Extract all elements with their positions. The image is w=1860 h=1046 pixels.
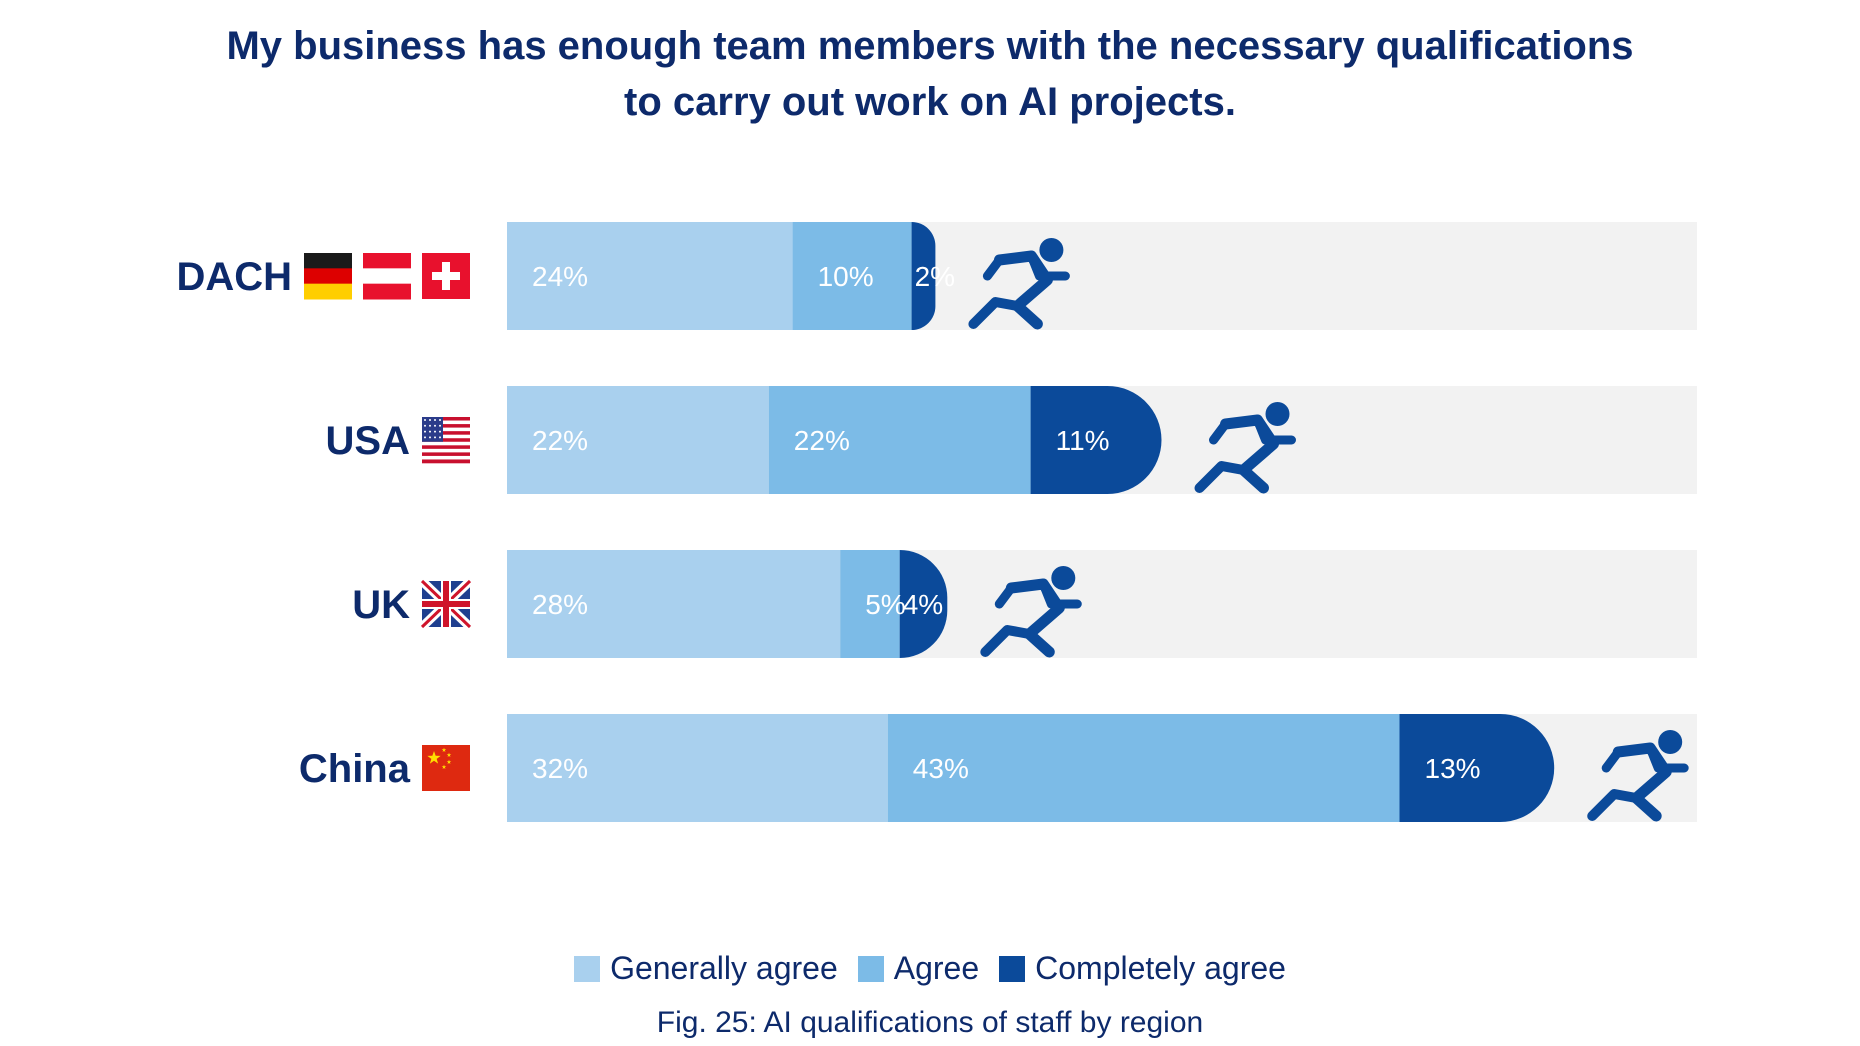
legend-label-generally-agree: Generally agree	[610, 950, 838, 986]
bar-segment-uk-generally-agree	[507, 550, 841, 658]
runner-icon-china	[1587, 730, 1689, 822]
data-label-china-completely-agree: 13%	[1425, 753, 1481, 784]
china-flag	[422, 745, 470, 791]
bar-segment-china-agree	[887, 714, 1400, 822]
data-label-uk-agree: 5%	[865, 589, 905, 620]
switzerland-flag	[422, 253, 470, 299]
figure-caption: Fig. 25: AI qualifications of staff by r…	[656, 1006, 1204, 1039]
legend-label-completely-agree: Completely agree	[1035, 950, 1286, 986]
category-label-usa: USA	[326, 419, 410, 463]
legend: Generally agree Agree Completely agree	[0, 950, 1860, 987]
bar-segment-uk-agree	[840, 550, 900, 658]
data-label-usa-completely-agree: 11%	[1056, 425, 1110, 456]
data-label-usa-agree: 22%	[794, 425, 850, 456]
bar-segment-dach-generally-agree	[507, 222, 793, 330]
legend-swatch-agree	[857, 955, 884, 982]
bar-segment-uk-completely-agree	[899, 550, 948, 658]
legend-item-agree: Agree	[857, 950, 980, 987]
legend-item-completely-agree: Completely agree	[999, 950, 1286, 987]
data-label-uk-completely-agree: 4%	[903, 589, 943, 620]
category-label-dach: DACH	[176, 255, 292, 299]
bar-row-usa: 22% 22% 11% USA	[326, 386, 1697, 494]
chart-title: My business has enough team members with…	[0, 18, 1860, 130]
data-label-china-generally-agree: 32%	[532, 753, 588, 784]
legend-swatch-generally-agree	[574, 955, 601, 982]
stacked-bar-chart: 24% 10% 2% DACH 22% 22% 11% USA 28% 5%4% UK 32% 43% 1…	[176, 222, 1697, 822]
data-label-usa-generally-agree: 22%	[532, 425, 588, 456]
category-label-china: China	[299, 747, 411, 791]
runner-icon-usa	[1194, 402, 1296, 494]
bar-segment-dach-completely-agree	[911, 222, 936, 330]
legend-label-agree: Agree	[893, 950, 980, 986]
bar-row-china: 32% 43% 13% China	[299, 714, 1697, 822]
legend-swatch-completely-agree	[999, 955, 1026, 982]
bar-row-dach: 24% 10% 2% DACH	[176, 222, 1697, 330]
category-label-uk: UK	[352, 583, 410, 627]
bar-segment-china-generally-agree	[507, 714, 888, 822]
data-label-china-agree: 43%	[913, 753, 969, 784]
germany-flag	[304, 253, 352, 300]
legend-item-generally-agree: Generally agree	[574, 950, 838, 987]
chart-title-line-2: to carry out work on AI projects.	[624, 80, 1236, 124]
chart-title-line-1: My business has enough team members with…	[226, 24, 1634, 68]
austria-flag	[363, 253, 411, 300]
data-label-dach-agree: 10%	[818, 261, 874, 292]
runner-icon-uk	[980, 566, 1082, 658]
bar-segment-usa-generally-agree	[507, 386, 769, 494]
bar-segment-usa-completely-agree	[1030, 386, 1162, 494]
bar-segment-dach-agree	[792, 222, 912, 330]
data-label-uk-generally-agree: 28%	[532, 589, 588, 620]
bar-row-uk: 28% 5%4% UK	[352, 550, 1697, 658]
bar-segment-usa-agree	[768, 386, 1031, 494]
usa-flag	[422, 417, 470, 464]
bar-segment-china-completely-agree	[1399, 714, 1555, 822]
uk-flag	[418, 577, 474, 631]
data-label-dach-generally-agree: 24%	[532, 261, 588, 292]
data-label-dach-completely-agree: 2%	[915, 261, 955, 292]
runner-icon-dach	[968, 238, 1070, 330]
